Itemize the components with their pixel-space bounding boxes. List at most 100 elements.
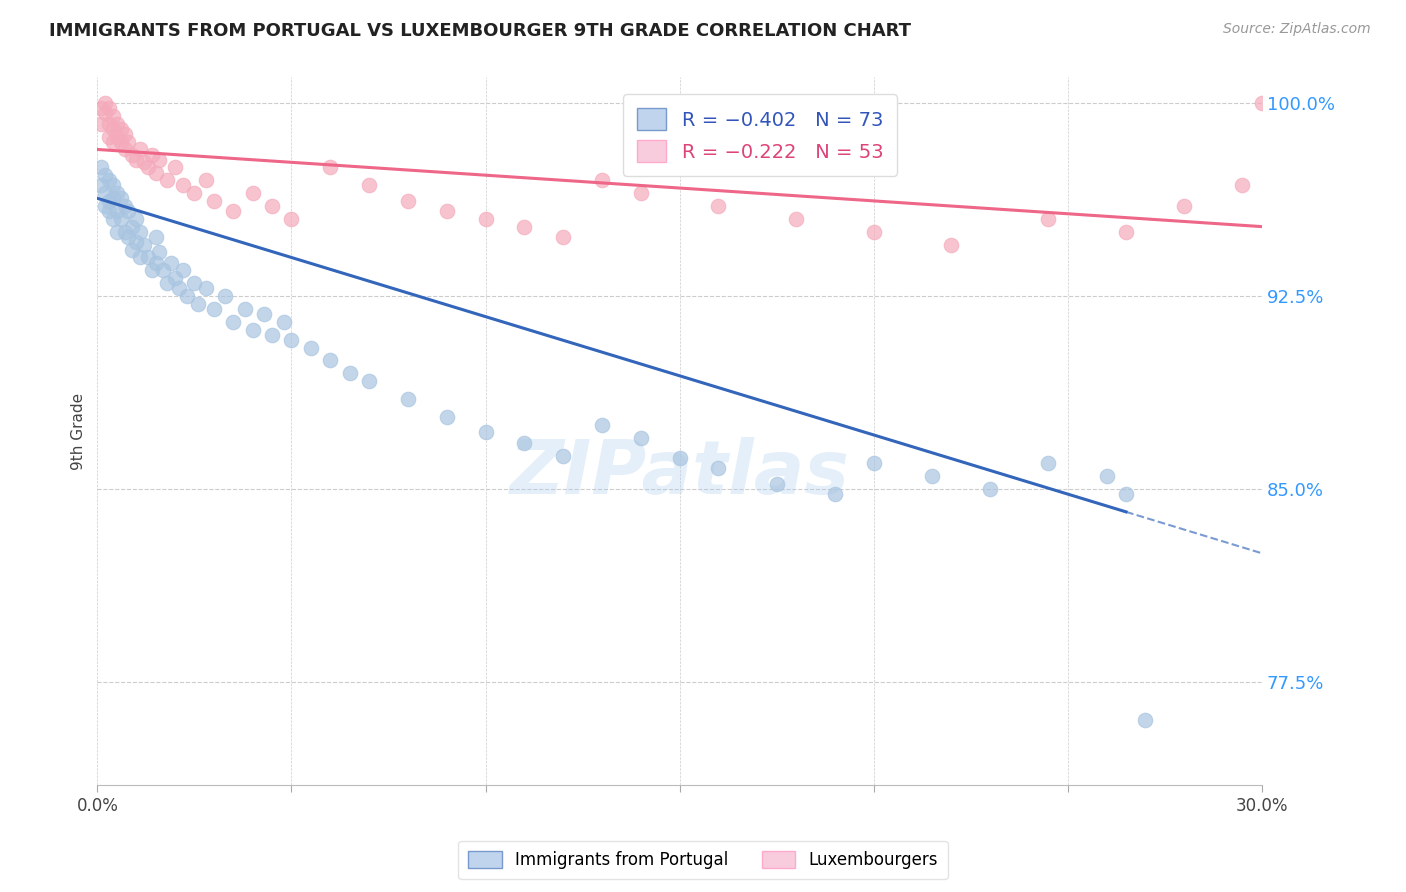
Point [222,204,245,219]
Point [101,135,124,149]
Point [94,168,117,182]
Point [862,225,884,239]
Point [98,117,121,131]
Point [114,225,136,239]
Point [319,161,342,175]
Point [396,194,419,208]
Point [136,251,159,265]
Legend: Immigrants from Portugal, Luxembourgers: Immigrants from Portugal, Luxembourgers [458,841,948,880]
Point [114,143,136,157]
Point [299,341,322,355]
Legend: R = −0.402   N = 73, R = −0.222   N = 53: R = −0.402 N = 73, R = −0.222 N = 53 [623,95,897,176]
Point [187,297,209,311]
Point [98,204,121,219]
Point [359,178,381,193]
Point [183,186,205,201]
Point [172,178,194,193]
Point [273,315,295,329]
Point [121,147,143,161]
Point [1232,178,1254,193]
Point [222,315,245,329]
Point [105,225,128,239]
Point [1095,469,1118,483]
Point [260,199,283,213]
Point [129,143,152,157]
Point [101,109,124,123]
Point [129,225,152,239]
Point [129,251,152,265]
Point [148,153,170,167]
Point [513,219,536,234]
Point [105,117,128,131]
Point [195,281,218,295]
Point [921,469,943,483]
Point [148,245,170,260]
Point [202,194,225,208]
Point [280,333,302,347]
Point [156,173,179,187]
Point [163,161,186,175]
Point [553,230,575,244]
Point [117,230,139,244]
Point [90,117,112,131]
Point [436,204,458,219]
Point [125,211,148,226]
Point [167,281,190,295]
Point [202,301,225,316]
Point [101,191,124,205]
Point [101,121,124,136]
Point [145,230,167,244]
Point [145,255,167,269]
Point [90,101,112,115]
Point [105,186,128,201]
Point [132,237,155,252]
Point [359,374,381,388]
Point [98,101,121,115]
Point [110,191,132,205]
Point [121,219,143,234]
Point [195,173,218,187]
Point [1038,456,1060,470]
Point [90,161,112,175]
Point [94,96,117,111]
Point [94,186,117,201]
Point [1135,714,1157,728]
Point [94,199,117,213]
Point [101,211,124,226]
Y-axis label: 9th Grade: 9th Grade [72,392,86,470]
Point [1115,225,1137,239]
Point [668,451,690,466]
Point [1173,199,1195,213]
Text: Source: ZipAtlas.com: Source: ZipAtlas.com [1223,22,1371,37]
Point [979,482,1001,496]
Point [630,431,652,445]
Point [156,276,179,290]
Point [114,127,136,141]
Point [105,129,128,144]
Point [630,186,652,201]
Point [141,147,163,161]
Point [1115,487,1137,501]
Point [591,417,613,432]
Point [253,307,276,321]
Point [163,271,186,285]
Point [765,476,787,491]
Text: IMMIGRANTS FROM PORTUGAL VS LUXEMBOURGER 9TH GRADE CORRELATION CHART: IMMIGRANTS FROM PORTUGAL VS LUXEMBOURGER… [49,22,911,40]
Point [474,211,496,226]
Point [110,211,132,226]
Point [862,456,884,470]
Point [941,237,963,252]
Point [101,178,124,193]
Point [132,155,155,169]
Point [339,366,361,380]
Point [98,173,121,187]
Point [98,129,121,144]
Point [553,449,575,463]
Point [136,161,159,175]
Point [160,255,183,269]
Point [90,178,112,193]
Point [785,211,807,226]
Point [1251,96,1274,111]
Point [1038,211,1060,226]
Point [141,263,163,277]
